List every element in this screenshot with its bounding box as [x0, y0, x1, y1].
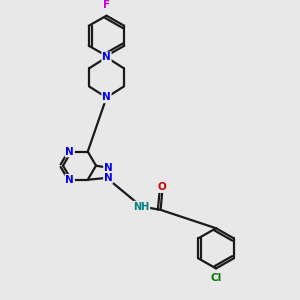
Text: N: N [65, 147, 74, 157]
Text: N: N [104, 163, 112, 172]
Text: N: N [104, 173, 112, 183]
Text: O: O [158, 182, 167, 192]
Text: N: N [102, 92, 111, 103]
Text: NH: NH [133, 202, 149, 212]
Text: N: N [102, 52, 111, 62]
Text: F: F [103, 0, 110, 10]
Text: N: N [65, 175, 74, 185]
Text: Cl: Cl [210, 273, 222, 283]
